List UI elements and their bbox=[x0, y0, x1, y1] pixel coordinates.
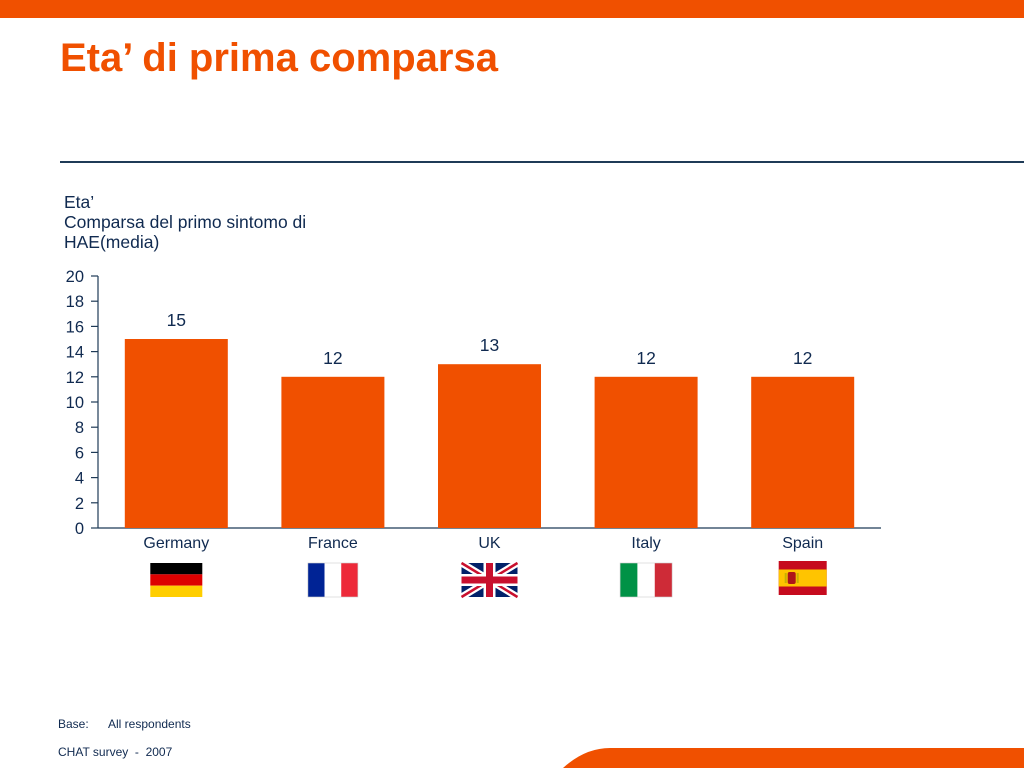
top-accent-bar bbox=[0, 0, 1024, 18]
data-label: 13 bbox=[480, 335, 499, 355]
y-caption-line-3: HAE(media) bbox=[64, 232, 160, 252]
title-divider bbox=[60, 161, 1024, 163]
country-flags bbox=[150, 560, 827, 600]
y-caption-line-2: Comparsa del primo sintomo di bbox=[64, 212, 307, 232]
chart-bars bbox=[124, 339, 855, 528]
y-tick-label: 6 bbox=[75, 444, 84, 462]
y-tick-label: 20 bbox=[66, 268, 84, 286]
x-tick-label: Germany bbox=[143, 535, 209, 552]
chart-labels: 15 Germany 12 France 13 UK 12 Italy 12 Spain bbox=[143, 310, 823, 552]
y-tick-label: 4 bbox=[75, 470, 84, 488]
y-tick-label: 18 bbox=[66, 293, 84, 311]
x-tick-label: UK bbox=[478, 535, 501, 552]
footer-base: Base: All respondents bbox=[58, 717, 191, 731]
y-tick-label: 2 bbox=[75, 495, 84, 513]
chart-axes: 0 2 4 6 8 10 12 14 16 18 20 bbox=[66, 268, 881, 538]
y-tick-label: 16 bbox=[66, 318, 84, 336]
y-tick-label: 12 bbox=[66, 369, 84, 387]
data-label: 12 bbox=[636, 348, 655, 368]
bar bbox=[751, 376, 855, 528]
data-label: 12 bbox=[793, 348, 812, 368]
y-tick-label: 8 bbox=[75, 419, 84, 437]
y-tick-label: 0 bbox=[75, 520, 84, 538]
footer-base-label: Base: bbox=[58, 717, 89, 731]
y-tick-label: 10 bbox=[66, 394, 84, 412]
y-axis-caption: Eta’ Comparsa del primo sintomo di HAE(m… bbox=[64, 192, 306, 252]
france-flag bbox=[307, 562, 359, 598]
germany-flag bbox=[150, 563, 203, 597]
bar bbox=[124, 339, 228, 528]
bar bbox=[281, 376, 385, 528]
y-caption-line-1: Eta’ bbox=[64, 192, 95, 212]
bar bbox=[594, 376, 698, 528]
italy-flag bbox=[619, 562, 673, 598]
footer-source: CHAT survey - 2007 bbox=[58, 745, 173, 759]
y-tick-label: 14 bbox=[66, 344, 84, 362]
data-label: 12 bbox=[323, 348, 342, 368]
page-title: Eta’ di prima comparsa bbox=[60, 36, 498, 80]
x-tick-label: Italy bbox=[631, 535, 660, 552]
bar bbox=[438, 364, 541, 528]
spain-flag bbox=[778, 561, 827, 595]
uk-flag bbox=[459, 560, 520, 600]
x-tick-label: Spain bbox=[782, 535, 823, 552]
data-label: 15 bbox=[167, 310, 186, 330]
x-tick-label: France bbox=[308, 535, 358, 552]
footer-base-value: All respondents bbox=[108, 717, 191, 731]
